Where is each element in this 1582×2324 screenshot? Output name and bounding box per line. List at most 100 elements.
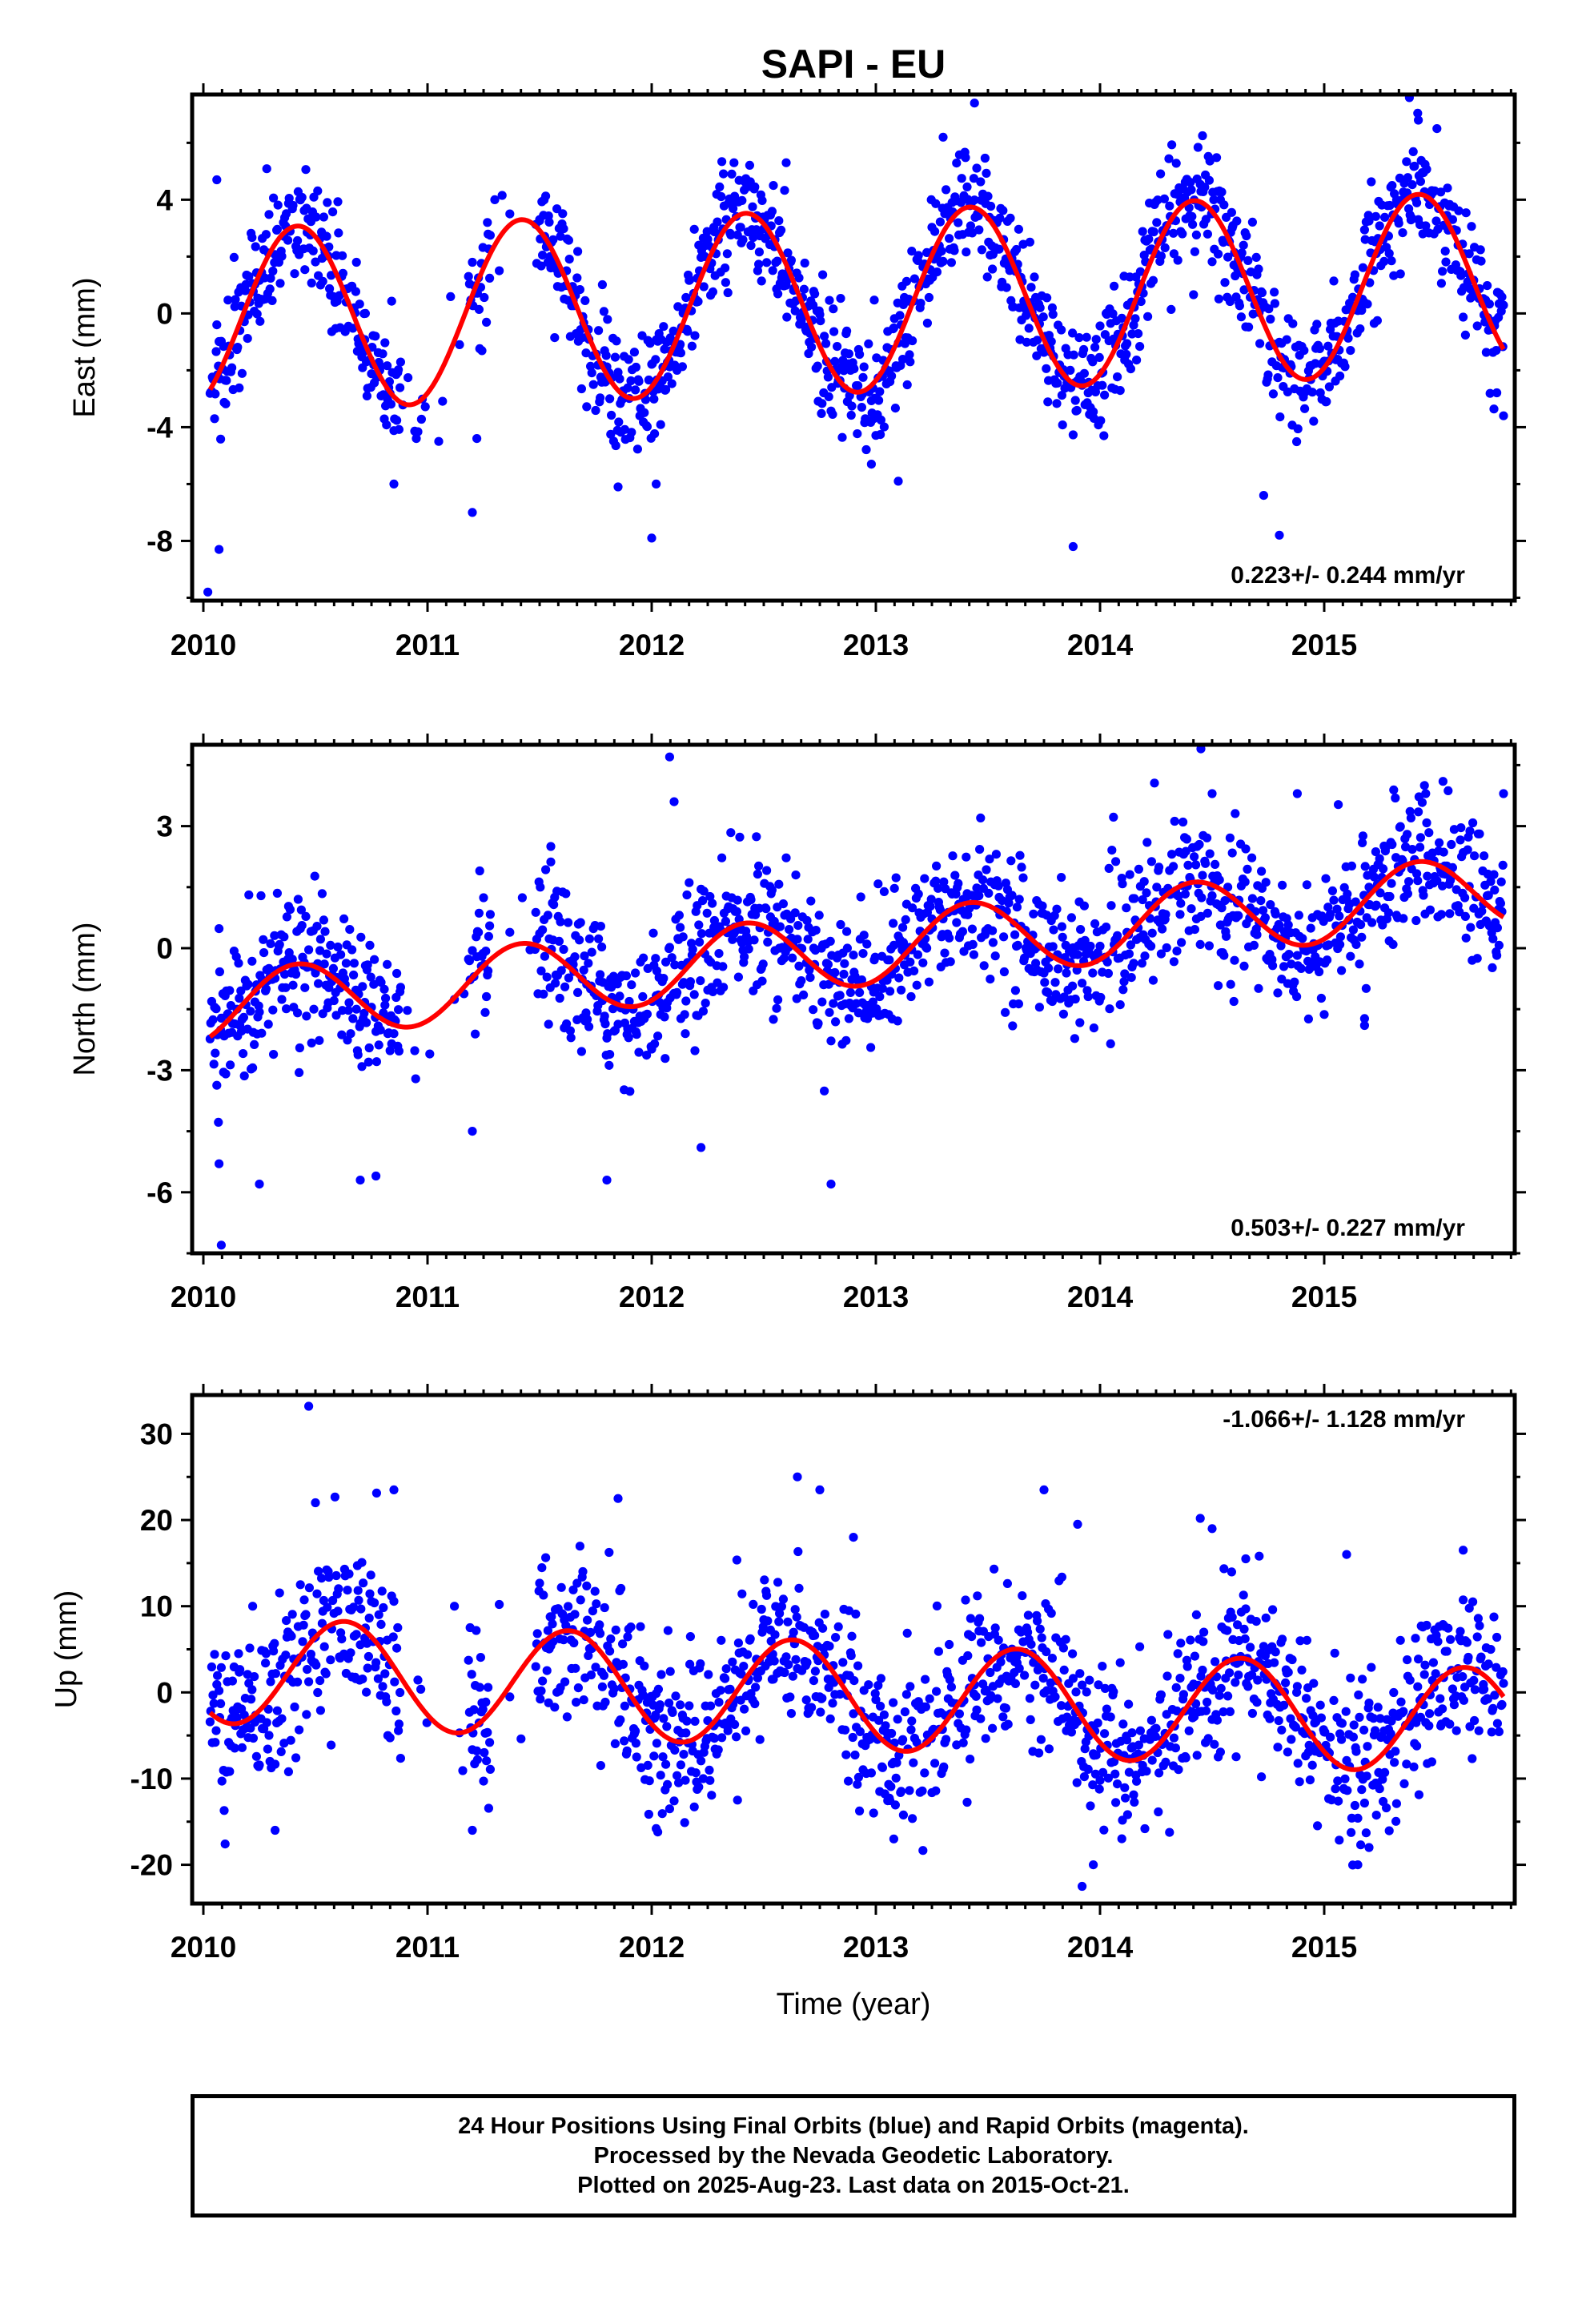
data-point xyxy=(1124,1767,1134,1777)
data-point xyxy=(708,899,717,908)
data-point xyxy=(945,234,954,243)
data-point xyxy=(1456,1626,1465,1636)
data-point xyxy=(1279,962,1289,971)
data-point xyxy=(360,308,370,318)
data-point xyxy=(586,1627,596,1637)
data-point xyxy=(338,251,347,260)
data-point xyxy=(1219,200,1229,210)
data-point xyxy=(1201,1706,1211,1715)
data-point xyxy=(1006,856,1016,866)
data-point xyxy=(1212,153,1222,163)
data-point xyxy=(1089,407,1098,416)
x-tick-label: 2011 xyxy=(396,1281,460,1313)
data-point xyxy=(611,1625,620,1634)
data-point xyxy=(1401,842,1411,852)
data-point xyxy=(749,935,759,945)
data-point xyxy=(531,1662,540,1671)
data-point xyxy=(564,1602,573,1611)
data-point xyxy=(312,922,322,931)
data-point xyxy=(1278,880,1287,890)
data-point xyxy=(701,999,710,1008)
data-point xyxy=(848,1732,857,1743)
data-point xyxy=(890,1800,900,1810)
data-point xyxy=(669,326,678,336)
data-point xyxy=(1006,213,1015,223)
data-point xyxy=(661,1054,670,1063)
data-point xyxy=(474,927,484,937)
data-point xyxy=(544,1019,553,1029)
data-point xyxy=(975,1614,985,1623)
data-point xyxy=(1037,1633,1046,1642)
data-point xyxy=(591,405,600,416)
data-point xyxy=(714,1698,724,1707)
data-point xyxy=(558,209,568,219)
data-point xyxy=(1387,181,1397,191)
data-point xyxy=(1254,264,1263,274)
data-point xyxy=(1484,300,1494,309)
data-point xyxy=(472,1755,483,1764)
data-point xyxy=(1162,943,1171,953)
data-point xyxy=(1046,1678,1055,1687)
data-point xyxy=(946,258,956,267)
data-point xyxy=(583,1615,592,1625)
data-point xyxy=(757,976,767,986)
data-point xyxy=(1137,959,1146,968)
data-point xyxy=(217,1776,227,1786)
data-point xyxy=(1456,823,1466,833)
data-point xyxy=(599,307,609,316)
data-point xyxy=(346,1648,355,1658)
data-point xyxy=(835,991,845,1000)
data-point xyxy=(275,279,285,288)
data-point xyxy=(269,1050,279,1059)
data-point xyxy=(299,1620,308,1630)
data-point xyxy=(1313,1821,1323,1831)
data-point xyxy=(1104,863,1114,873)
data-point xyxy=(681,996,691,1006)
data-point xyxy=(1226,979,1235,989)
data-point xyxy=(1078,1881,1087,1892)
data-point xyxy=(323,198,332,207)
data-point xyxy=(596,1761,606,1771)
data-points xyxy=(205,745,1508,1250)
data-point xyxy=(573,987,583,997)
data-point xyxy=(307,1038,316,1047)
data-point xyxy=(1443,183,1452,193)
data-point xyxy=(618,1659,628,1669)
data-point xyxy=(605,1050,615,1059)
data-point xyxy=(221,1069,231,1079)
data-point xyxy=(1144,234,1154,243)
data-point xyxy=(816,1707,825,1717)
data-point xyxy=(1275,412,1285,422)
data-point xyxy=(837,432,847,442)
data-point xyxy=(308,246,318,255)
data-point xyxy=(1075,1669,1085,1679)
data-point xyxy=(965,903,974,913)
data-point xyxy=(356,1604,366,1614)
data-point xyxy=(1361,1828,1371,1838)
data-point xyxy=(689,1802,699,1811)
data-point xyxy=(328,963,338,973)
data-point xyxy=(980,153,990,163)
data-point xyxy=(425,1049,435,1059)
data-point xyxy=(1173,1649,1182,1659)
data-point xyxy=(568,1585,578,1594)
data-point xyxy=(1300,404,1310,413)
data-point xyxy=(222,376,231,385)
data-point xyxy=(833,1622,843,1631)
data-point xyxy=(1330,1648,1339,1658)
data-point xyxy=(1211,859,1220,869)
data-point xyxy=(1356,1840,1366,1850)
data-point xyxy=(1488,963,1497,972)
data-point xyxy=(288,200,298,211)
data-point xyxy=(1290,977,1299,987)
data-point xyxy=(999,967,1009,977)
data-point xyxy=(354,1595,363,1605)
data-point xyxy=(1302,1635,1311,1645)
data-point xyxy=(485,1738,495,1747)
data-point xyxy=(326,1655,335,1665)
data-point xyxy=(1214,981,1223,991)
data-point xyxy=(357,1558,367,1567)
data-point xyxy=(221,399,231,408)
data-point xyxy=(1214,294,1223,304)
data-point xyxy=(1295,1636,1305,1646)
